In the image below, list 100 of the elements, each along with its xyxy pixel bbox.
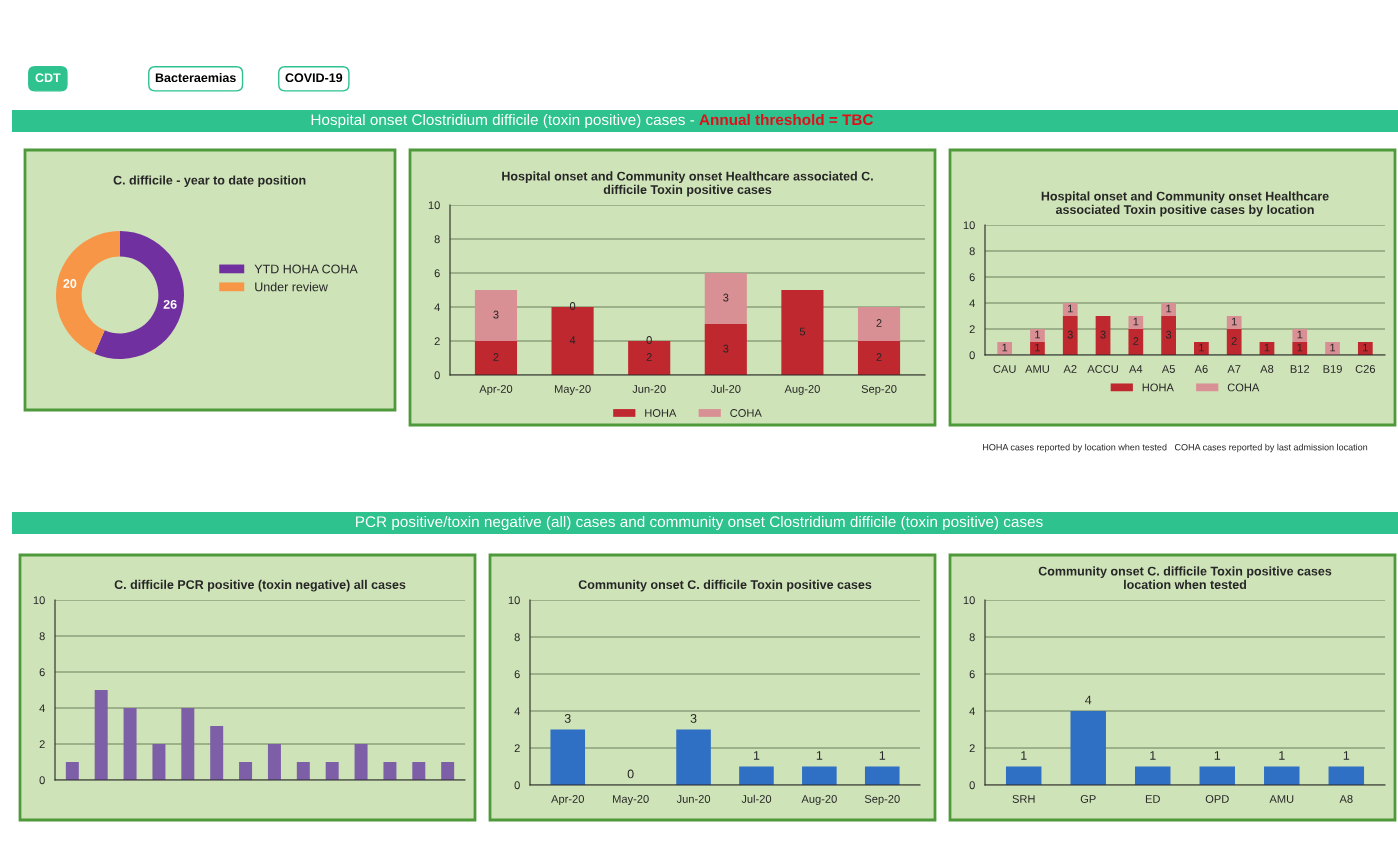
text: HOHA cases reported by location when tested COHA cases reported by last admission location xyxy=(983,443,1368,453)
bar xyxy=(474,341,518,375)
y-tick-label: 8 xyxy=(514,633,520,642)
chart-title: Hospital onset and Community onset Healthcare associated Toxin positive cases by location xyxy=(1041,191,1329,217)
bar xyxy=(1095,316,1111,355)
data-label: 2 xyxy=(1133,337,1139,345)
bar xyxy=(704,273,747,324)
y-tick-label: 2 xyxy=(969,744,975,753)
legend-label: YTD HOHA COHA xyxy=(254,264,358,274)
x-tick-label: Jul-20 xyxy=(741,794,772,803)
bar xyxy=(1128,329,1144,355)
data-label: 1 xyxy=(1068,304,1073,313)
data-label: 26 xyxy=(163,299,177,309)
bar xyxy=(1030,329,1045,342)
y-tick-label: 6 xyxy=(434,269,440,278)
y-tick-label: 8 xyxy=(969,247,975,256)
x-tick-label: SRH xyxy=(1012,795,1035,803)
x-tick-label: ACCU xyxy=(1087,365,1118,373)
data-label: 2 xyxy=(493,353,499,361)
donut-slice xyxy=(94,231,184,359)
bar xyxy=(1062,316,1078,355)
x-tick-label: May-20 xyxy=(613,795,649,806)
data-label: 0 xyxy=(627,769,634,779)
y-tick-label: 4 xyxy=(514,707,520,716)
x-tick-label: A5 xyxy=(1161,365,1175,373)
bar xyxy=(857,307,901,341)
bar xyxy=(1292,342,1308,355)
data-label: 3 xyxy=(564,714,571,723)
text: CDT xyxy=(35,73,61,83)
bar xyxy=(181,708,195,780)
y-tick-label: 2 xyxy=(514,744,520,753)
chart-title: Community onset C. difficile Toxin positive cases location when tested xyxy=(1038,566,1332,590)
data-label: 2 xyxy=(876,319,882,327)
data-label: 1 xyxy=(1021,751,1027,760)
data-label: 2 xyxy=(876,353,882,361)
data-label: 1 xyxy=(1279,751,1285,760)
bar xyxy=(354,744,368,780)
data-label: 1 xyxy=(1166,304,1172,313)
bar xyxy=(325,762,339,780)
y-tick-label: 6 xyxy=(39,668,45,677)
data-label: 2 xyxy=(646,353,652,361)
legend-label: HOHA xyxy=(1142,383,1174,392)
bar xyxy=(1226,316,1242,329)
y-tick-label: 10 xyxy=(428,201,440,210)
y-tick-label: 4 xyxy=(39,704,45,713)
text: Annual threshold = TBC xyxy=(699,113,874,126)
y-tick-label: 0 xyxy=(434,371,440,380)
x-tick-label: Jul-20 xyxy=(710,384,741,393)
x-tick-label: GP xyxy=(1080,795,1096,803)
y-tick-label: 0 xyxy=(969,351,975,360)
data-label: 3 xyxy=(1067,330,1073,339)
x-tick-label: May-20 xyxy=(554,385,591,396)
x-tick-label: AMU xyxy=(1025,365,1049,373)
x-tick-label: A6 xyxy=(1194,365,1208,373)
data-label: 1 xyxy=(816,751,823,760)
x-tick-label: Apr-20 xyxy=(479,385,513,396)
text: Bacteraemias xyxy=(155,72,236,83)
x-tick-label: A7 xyxy=(1227,365,1241,373)
chart-title: C. difficile PCR positive (toxin negative) all cases xyxy=(114,579,406,592)
bar xyxy=(1161,303,1176,316)
data-label: 3 xyxy=(493,310,499,319)
data-label: 1 xyxy=(1343,751,1350,760)
bar xyxy=(781,290,824,375)
data-label: 3 xyxy=(723,293,729,302)
data-label: 1 xyxy=(1035,330,1041,339)
x-tick-label: B12 xyxy=(1290,365,1310,373)
bar xyxy=(267,744,281,780)
bar xyxy=(474,290,518,341)
bar xyxy=(94,690,108,780)
data-label: 3 xyxy=(723,344,729,353)
data-label: 1 xyxy=(1297,330,1303,339)
y-tick-label: 10 xyxy=(33,596,45,605)
data-label: 3 xyxy=(1165,330,1172,339)
bar xyxy=(1161,316,1176,355)
y-tick-label: 4 xyxy=(969,707,975,716)
y-tick-label: 6 xyxy=(969,273,975,282)
bar xyxy=(65,762,79,780)
data-label: 1 xyxy=(1199,343,1204,352)
y-tick-label: 8 xyxy=(434,235,440,244)
data-label: 3 xyxy=(1100,330,1106,339)
y-tick-label: 4 xyxy=(434,303,440,312)
x-tick-label: C26 xyxy=(1355,365,1376,373)
data-label: 1 xyxy=(1231,317,1237,326)
y-tick-label: 6 xyxy=(514,670,520,679)
bar xyxy=(210,726,224,780)
bar xyxy=(239,762,253,780)
x-tick-label: A8 xyxy=(1339,795,1353,803)
x-tick-label: Sep-20 xyxy=(864,795,900,806)
bar xyxy=(1062,303,1078,316)
y-tick-label: 0 xyxy=(39,776,45,785)
x-tick-label: OPD xyxy=(1205,795,1229,803)
x-tick-label: CAU xyxy=(993,365,1016,373)
y-tick-label: 10 xyxy=(508,596,520,605)
data-label: 1 xyxy=(1035,343,1041,352)
y-tick-label: 2 xyxy=(969,325,975,334)
x-tick-label: A4 xyxy=(1129,365,1143,373)
y-tick-label: 0 xyxy=(969,781,975,790)
bar xyxy=(1292,329,1308,342)
bar xyxy=(857,341,901,375)
chart-title: Community onset C. difficile Toxin positive cases xyxy=(578,579,872,592)
